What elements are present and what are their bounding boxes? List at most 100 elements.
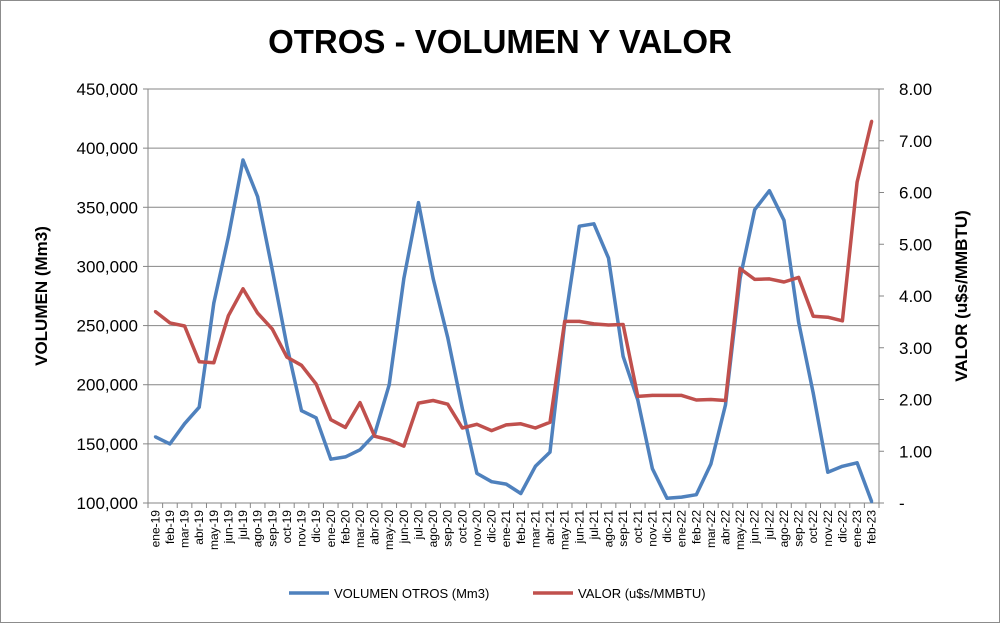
point-volumen bbox=[870, 500, 874, 504]
x-tick-label: jun-20 bbox=[397, 510, 411, 545]
point-volumen bbox=[577, 224, 581, 228]
left-axis-title: VOLUMEN (Mm3) bbox=[32, 226, 51, 366]
legend-label-valor: VALOR (u$s/MMBTU) bbox=[578, 586, 706, 601]
point-valor bbox=[650, 393, 654, 397]
x-tick-label: ago-20 bbox=[426, 510, 440, 548]
point-valor bbox=[519, 422, 523, 426]
point-valor bbox=[533, 426, 537, 430]
point-valor bbox=[826, 315, 830, 319]
x-tick-label: jun-21 bbox=[572, 510, 586, 545]
point-valor bbox=[840, 319, 844, 323]
chart-title: OTROS - VOLUMEN Y VALOR bbox=[268, 23, 732, 60]
x-tick-label: mar-19 bbox=[178, 510, 192, 548]
point-valor bbox=[548, 420, 552, 424]
point-valor bbox=[490, 429, 494, 433]
point-volumen bbox=[475, 471, 479, 475]
x-tick-label: may-21 bbox=[558, 510, 572, 550]
x-tick-label: abr-22 bbox=[718, 510, 732, 545]
point-volumen bbox=[183, 422, 187, 426]
right-tick-label: - bbox=[899, 494, 905, 513]
x-tick-label: nov-22 bbox=[821, 510, 835, 547]
point-volumen bbox=[826, 470, 830, 474]
point-valor bbox=[270, 327, 274, 331]
point-valor bbox=[767, 277, 771, 281]
x-tick-label: mar-22 bbox=[704, 510, 718, 548]
point-volumen bbox=[519, 492, 523, 496]
point-valor bbox=[738, 267, 742, 271]
point-volumen bbox=[241, 158, 245, 162]
x-tick-label: dic-20 bbox=[485, 510, 499, 543]
series-line-volumen bbox=[154, 158, 874, 503]
point-volumen bbox=[797, 320, 801, 324]
x-tick-label: oct-19 bbox=[280, 510, 294, 544]
point-volumen bbox=[665, 496, 669, 500]
point-volumen bbox=[723, 403, 727, 407]
x-tick-label: jul-20 bbox=[411, 510, 425, 541]
point-volumen bbox=[840, 464, 844, 468]
x-tick-label: dic-19 bbox=[309, 510, 323, 543]
right-tick-label: 2.00 bbox=[899, 391, 932, 410]
right-tick-label: 5.00 bbox=[899, 235, 932, 254]
x-tick-label: may-20 bbox=[382, 510, 396, 550]
x-tick-label: jun-22 bbox=[748, 510, 762, 545]
x-tick-label: ene-21 bbox=[499, 510, 513, 548]
point-valor bbox=[563, 319, 567, 323]
x-tick-label: nov-21 bbox=[645, 510, 659, 547]
point-valor bbox=[665, 393, 669, 397]
series-lines bbox=[153, 119, 874, 504]
x-tick-label: may-19 bbox=[207, 510, 221, 550]
x-tick-label: sep-19 bbox=[265, 510, 279, 547]
point-volumen bbox=[256, 195, 260, 199]
x-tick-label: abr-19 bbox=[192, 510, 206, 545]
left-tick-label: 250,000 bbox=[77, 317, 138, 336]
left-tick-label: 100,000 bbox=[77, 494, 138, 513]
point-valor bbox=[811, 314, 815, 318]
point-valor bbox=[343, 425, 347, 429]
right-tick-label: 4.00 bbox=[899, 287, 932, 306]
point-volumen bbox=[446, 335, 450, 339]
x-tick-label: oct-20 bbox=[455, 510, 469, 544]
point-volumen bbox=[314, 416, 318, 420]
legend-label-volumen: VOLUMEN OTROS (Mm3) bbox=[334, 586, 489, 601]
point-valor bbox=[577, 319, 581, 323]
right-tick-label: 8.00 bbox=[899, 80, 932, 99]
point-volumen bbox=[650, 467, 654, 471]
point-volumen bbox=[402, 276, 406, 280]
right-tick-label: 1.00 bbox=[899, 442, 932, 461]
x-tick-label: ago-22 bbox=[777, 510, 791, 548]
x-tick-label: mar-20 bbox=[353, 510, 367, 548]
x-tick-label: dic-21 bbox=[660, 510, 674, 543]
x-tick-label: feb-21 bbox=[514, 510, 528, 544]
point-valor bbox=[183, 324, 187, 328]
point-valor bbox=[592, 322, 596, 326]
point-valor bbox=[358, 401, 362, 405]
point-valor bbox=[212, 361, 216, 365]
x-tick-label: sep-21 bbox=[616, 510, 630, 547]
x-tick-label: oct-21 bbox=[631, 510, 645, 544]
x-axis-tick-labels: ene-19 feb-19 mar-19 abr-19 may-19 jun-19 jul-… bbox=[148, 510, 878, 550]
point-valor bbox=[329, 418, 333, 422]
point-valor bbox=[621, 322, 625, 326]
point-volumen bbox=[767, 189, 771, 193]
x-tick-label: ene-22 bbox=[675, 510, 689, 548]
point-valor bbox=[680, 393, 684, 397]
point-volumen bbox=[358, 448, 362, 452]
x-tick-label: nov-20 bbox=[470, 510, 484, 547]
point-volumen bbox=[753, 208, 757, 212]
left-tick-label: 150,000 bbox=[77, 435, 138, 454]
point-valor bbox=[636, 394, 640, 398]
point-valor bbox=[431, 399, 435, 403]
point-volumen bbox=[548, 450, 552, 454]
legend: VOLUMEN OTROS (Mm3) VALOR (u$s/MMBTU) bbox=[289, 586, 706, 601]
x-tick-label: jul-21 bbox=[587, 510, 601, 541]
point-volumen bbox=[709, 462, 713, 466]
x-tick-label: ene-23 bbox=[850, 510, 864, 548]
point-valor bbox=[387, 438, 391, 442]
point-valor bbox=[300, 363, 304, 367]
point-volumen bbox=[855, 461, 859, 465]
point-valor bbox=[855, 180, 859, 184]
point-volumen bbox=[490, 480, 494, 484]
x-tick-label: nov-19 bbox=[295, 510, 309, 547]
right-tick-label: 7.00 bbox=[899, 132, 932, 151]
point-volumen bbox=[168, 442, 172, 446]
